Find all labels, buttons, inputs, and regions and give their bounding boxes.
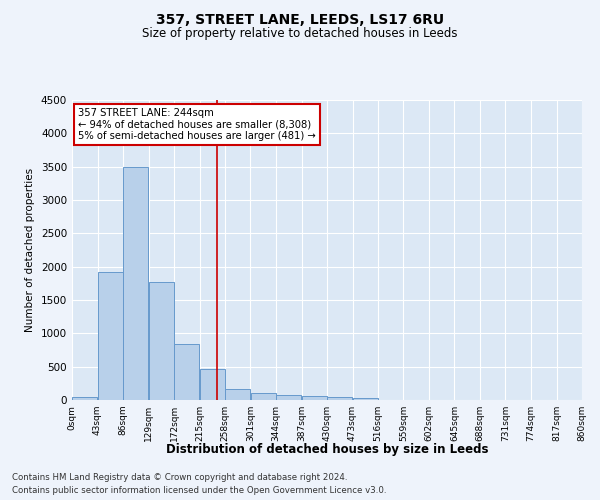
Text: Contains HM Land Registry data © Crown copyright and database right 2024.: Contains HM Land Registry data © Crown c… bbox=[12, 472, 347, 482]
Bar bbox=[302, 396, 327, 400]
Bar bbox=[276, 396, 301, 400]
Text: Contains public sector information licensed under the Open Government Licence v3: Contains public sector information licen… bbox=[12, 486, 386, 495]
Bar bbox=[72, 396, 97, 400]
Bar bbox=[200, 370, 225, 400]
Text: 357, STREET LANE, LEEDS, LS17 6RU: 357, STREET LANE, LEEDS, LS17 6RU bbox=[156, 12, 444, 26]
Y-axis label: Number of detached properties: Number of detached properties bbox=[25, 168, 35, 332]
Bar bbox=[353, 398, 378, 400]
Bar bbox=[149, 282, 174, 400]
Text: Distribution of detached houses by size in Leeds: Distribution of detached houses by size … bbox=[166, 442, 488, 456]
Text: Size of property relative to detached houses in Leeds: Size of property relative to detached ho… bbox=[142, 28, 458, 40]
Text: 357 STREET LANE: 244sqm
← 94% of detached houses are smaller (8,308)
5% of semi-: 357 STREET LANE: 244sqm ← 94% of detache… bbox=[78, 108, 316, 141]
Bar bbox=[174, 344, 199, 400]
Bar bbox=[98, 272, 123, 400]
Bar bbox=[123, 168, 148, 400]
Bar bbox=[327, 398, 352, 400]
Bar bbox=[251, 394, 276, 400]
Bar bbox=[225, 390, 250, 400]
